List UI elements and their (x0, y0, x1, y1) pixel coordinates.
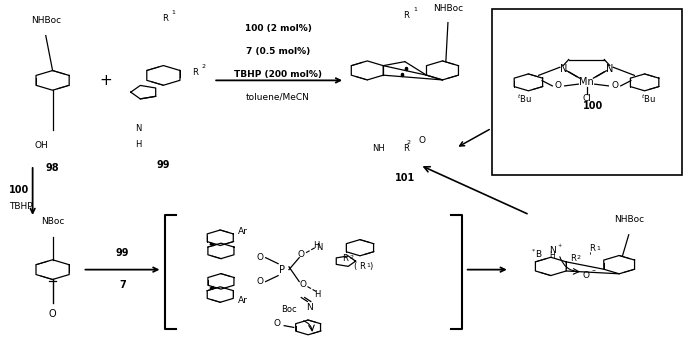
Text: TBHP (200 mol%): TBHP (200 mol%) (234, 70, 322, 79)
Text: 98: 98 (46, 163, 60, 173)
Text: R: R (589, 244, 595, 253)
Text: R: R (162, 14, 169, 23)
Text: NH: NH (373, 144, 385, 152)
Text: O: O (274, 319, 281, 328)
Text: ): ) (369, 262, 373, 270)
Text: OH: OH (34, 140, 48, 150)
Text: 1: 1 (171, 10, 175, 15)
Text: Ar: Ar (238, 227, 248, 236)
Text: H: H (549, 251, 555, 260)
Text: 101: 101 (395, 173, 415, 183)
Text: 100 (2 mol%): 100 (2 mol%) (245, 24, 312, 33)
Text: N: N (135, 124, 142, 133)
Text: NHBoc: NHBoc (614, 215, 644, 224)
Text: 2: 2 (349, 255, 353, 260)
Text: O: O (257, 277, 264, 286)
Text: N: N (316, 243, 323, 252)
Text: O: O (612, 82, 619, 90)
Bar (492, 9, 682, 175)
Text: $^*$B: $^*$B (530, 247, 544, 259)
Text: O: O (583, 271, 590, 280)
Text: 7: 7 (119, 280, 126, 289)
Text: H: H (313, 241, 319, 250)
Text: $^+$: $^+$ (556, 244, 563, 250)
Text: R: R (342, 254, 348, 263)
Text: 2: 2 (201, 64, 206, 69)
Text: $^t$Bu: $^t$Bu (517, 93, 532, 106)
Text: H: H (314, 290, 321, 299)
Text: 99: 99 (116, 248, 129, 258)
Text: 1: 1 (366, 263, 370, 268)
Text: 2: 2 (407, 140, 411, 145)
Text: 7 (0.5 mol%): 7 (0.5 mol%) (246, 47, 310, 56)
Text: NBoc: NBoc (41, 217, 64, 226)
Text: NHBoc: NHBoc (31, 16, 61, 25)
Text: 99: 99 (157, 160, 170, 170)
Text: Boc: Boc (281, 305, 297, 314)
Text: 1: 1 (413, 7, 416, 12)
Text: 100: 100 (9, 185, 29, 195)
Text: O: O (298, 250, 305, 259)
Text: Ar: Ar (238, 296, 248, 305)
Text: N: N (306, 303, 313, 312)
Text: R: R (403, 11, 409, 20)
Text: N: N (560, 64, 567, 74)
Text: O: O (554, 82, 561, 90)
Text: Mn: Mn (579, 77, 594, 88)
Text: Cl: Cl (582, 94, 591, 103)
Text: NHBoc: NHBoc (433, 4, 463, 13)
Text: N: N (606, 64, 614, 74)
Text: O: O (49, 310, 56, 319)
Text: O: O (419, 136, 425, 145)
Text: (: ( (353, 262, 356, 270)
Text: N: N (549, 246, 556, 255)
Text: R: R (192, 68, 198, 77)
Text: H: H (135, 140, 142, 149)
Text: O: O (299, 280, 306, 289)
Text: $^t$Bu: $^t$Bu (640, 93, 656, 106)
Text: R: R (403, 144, 409, 152)
Text: toluene/MeCN: toluene/MeCN (246, 92, 310, 102)
Text: P: P (279, 265, 285, 275)
Text: 1: 1 (596, 246, 600, 251)
Text: 100: 100 (583, 101, 603, 111)
Text: R: R (359, 262, 365, 270)
Text: +: + (99, 73, 112, 88)
Text: TBHP: TBHP (9, 202, 32, 211)
Text: R: R (570, 254, 575, 263)
Text: $^-$: $^-$ (590, 269, 597, 275)
Text: O: O (257, 253, 264, 262)
Text: 2: 2 (577, 255, 581, 260)
